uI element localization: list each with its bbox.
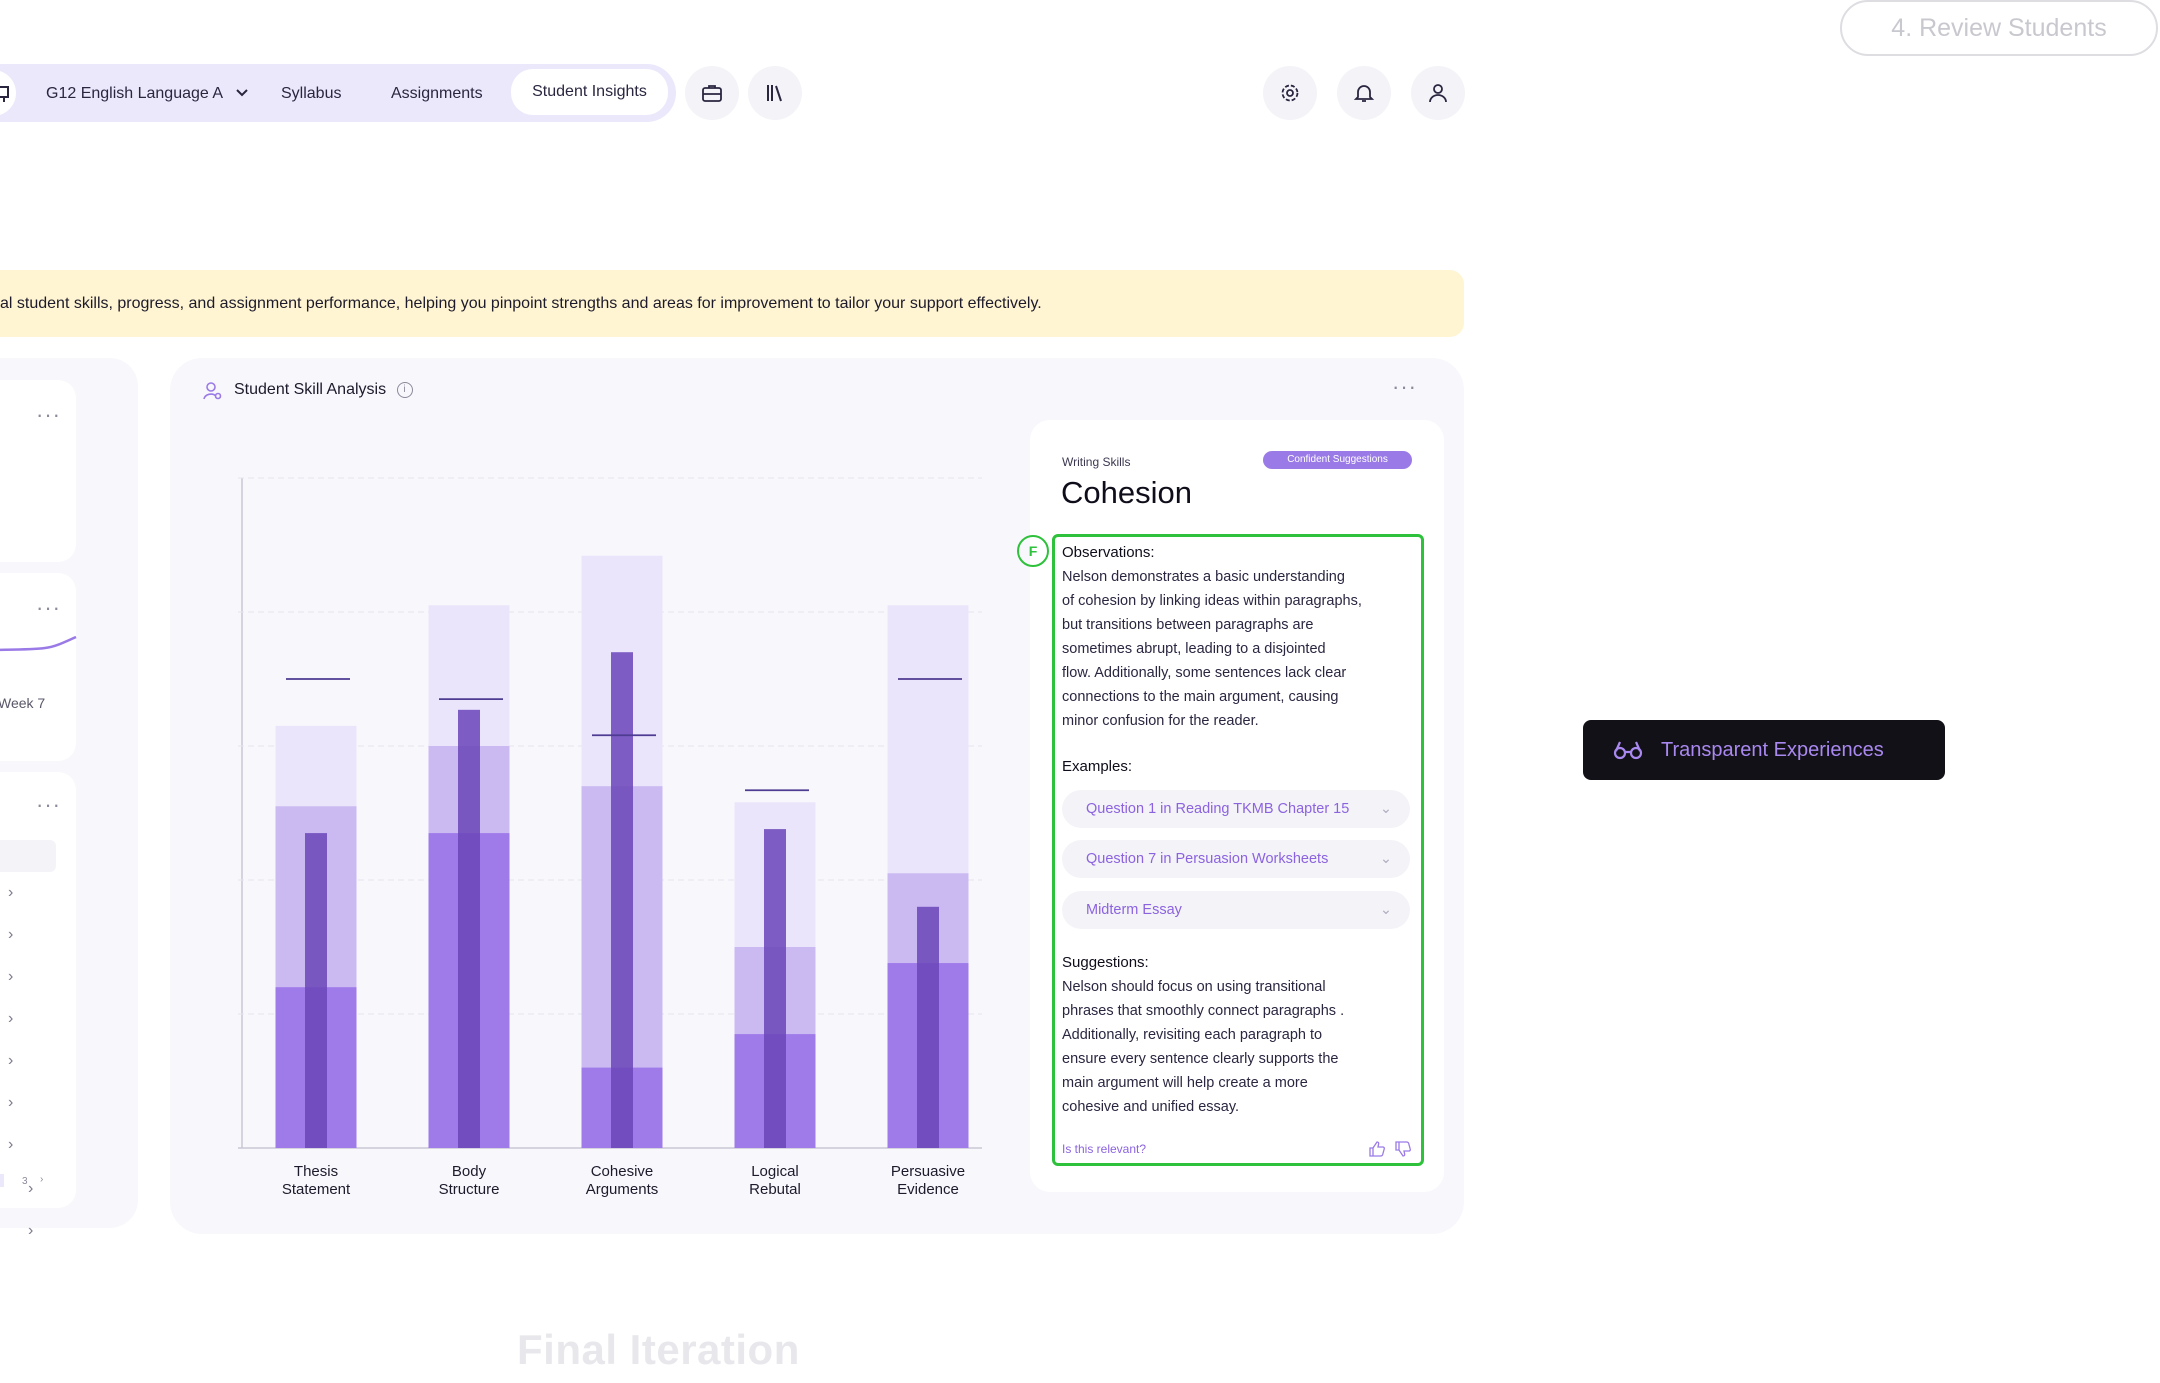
page-number[interactable]: 3 bbox=[22, 1176, 28, 1187]
chevron-right-icon[interactable]: › bbox=[8, 926, 14, 943]
chevron-right-icon[interactable]: › bbox=[8, 1010, 14, 1027]
observations-label: Observations: bbox=[1062, 544, 1155, 561]
chevron-down-icon: ⌄ bbox=[1379, 902, 1392, 918]
left-card-progress: ··· k 6 Week 7 bbox=[0, 573, 77, 761]
panel-title: Student Skill Analysis i bbox=[234, 381, 413, 399]
week-label: Week 7 bbox=[0, 695, 46, 711]
bar-score[interactable] bbox=[305, 833, 327, 1148]
suggestions-text: Nelson should focus on using transitiona… bbox=[1062, 979, 1345, 1115]
more-icon[interactable]: ··· bbox=[36, 402, 61, 427]
nav-home-button[interactable] bbox=[0, 70, 16, 116]
library-button[interactable] bbox=[748, 66, 802, 120]
section-heading: Final Iteration bbox=[517, 1326, 800, 1373]
course-selector[interactable]: G12 English Language A bbox=[46, 75, 249, 113]
bar-score[interactable] bbox=[611, 652, 633, 1148]
left-column: ··· ··· k 6 Week 7 ··· › › › › › › › 1 2… bbox=[0, 358, 138, 1239]
notifications-button[interactable] bbox=[1337, 66, 1391, 120]
panel-more-icon[interactable]: ··· bbox=[1392, 374, 1417, 399]
x-tick-label: Structure bbox=[439, 1181, 500, 1198]
profile-button[interactable] bbox=[1411, 66, 1465, 120]
bar-score[interactable] bbox=[917, 906, 939, 1148]
info-icon[interactable]: i bbox=[396, 381, 413, 398]
confidence-badge: Confident Suggestions bbox=[1263, 451, 1412, 469]
user-icon bbox=[1429, 84, 1447, 103]
chevron-down-icon bbox=[235, 75, 249, 113]
tab-student-insights[interactable]: Student Insights bbox=[511, 69, 668, 115]
suggestions-label: Suggestions: bbox=[1062, 954, 1149, 971]
chevron-down-icon: ⌄ bbox=[1379, 801, 1392, 817]
left-card-list: ··· › › › › › › › 1 2 3 › bbox=[0, 772, 76, 1208]
example-item-label: Question 1 in Reading TKMB Chapter 15 bbox=[1086, 801, 1350, 817]
example-item[interactable]: Question 7 in Persuasion Worksheets ⌄ bbox=[1062, 840, 1410, 878]
info-banner: al student skills, progress, and assignm… bbox=[0, 270, 1464, 337]
more-icon[interactable]: ··· bbox=[36, 792, 61, 817]
card-kicker: Writing Skills bbox=[1062, 455, 1131, 469]
transparent-experiences-tag: Transparent Experiences bbox=[1583, 720, 1945, 780]
chevron-right-icon[interactable]: › bbox=[8, 968, 14, 985]
x-tick-label: Statement bbox=[282, 1181, 351, 1198]
page-number-active[interactable]: 2 bbox=[0, 1174, 4, 1187]
course-selector-label: G12 English Language A bbox=[46, 85, 223, 103]
review-students-button[interactable]: 4. Review Students bbox=[1840, 0, 2158, 56]
examples-label: Examples: bbox=[1062, 758, 1133, 775]
chart-bars bbox=[275, 555, 969, 1148]
x-tick-label: Body bbox=[452, 1163, 487, 1180]
x-tick-label: Evidence bbox=[897, 1181, 959, 1198]
highlight-box bbox=[1052, 534, 1424, 1166]
monitor-icon bbox=[0, 86, 9, 102]
settings-button[interactable] bbox=[1263, 66, 1317, 120]
left-card-top: ··· bbox=[0, 380, 76, 562]
briefcase-icon bbox=[702, 85, 722, 102]
panel-title-text: Student Skill Analysis bbox=[234, 381, 387, 398]
chevron-right-icon[interactable]: › bbox=[8, 1094, 14, 1111]
tab-syllabus[interactable]: Syllabus bbox=[281, 85, 342, 102]
x-tick-label: Logical bbox=[751, 1163, 799, 1180]
relevance-prompt: Is this relevant? bbox=[1062, 1142, 1147, 1156]
card-title: Cohesion bbox=[1061, 475, 1192, 510]
glasses-icon bbox=[1613, 741, 1643, 760]
chevron-right-icon[interactable]: › bbox=[8, 1136, 14, 1153]
chevron-right-icon[interactable]: › bbox=[28, 1180, 34, 1197]
example-item[interactable]: Midterm Essay ⌄ bbox=[1062, 891, 1410, 929]
observations-text: Nelson demonstrates a basic understandin… bbox=[1062, 569, 1362, 729]
transparent-experiences-label: Transparent Experiences bbox=[1661, 738, 1884, 761]
highlight-marker: F bbox=[1017, 535, 1049, 567]
list-header bbox=[0, 840, 56, 872]
bar-score[interactable] bbox=[764, 829, 786, 1148]
library-icon bbox=[767, 85, 782, 102]
chevron-right-icon[interactable]: › bbox=[8, 884, 14, 901]
progress-line bbox=[0, 635, 77, 652]
briefcase-button[interactable] bbox=[685, 66, 739, 120]
chevron-right-icon[interactable]: › bbox=[28, 1222, 34, 1239]
user-search-icon bbox=[203, 382, 222, 400]
example-item[interactable]: Question 1 in Reading TKMB Chapter 15 ⌄ bbox=[1062, 790, 1410, 828]
more-icon[interactable]: ··· bbox=[36, 595, 61, 620]
x-tick-label: Persuasive bbox=[891, 1163, 965, 1180]
thumbs-down-icon[interactable] bbox=[1394, 1140, 1412, 1158]
chevron-right-icon[interactable]: › bbox=[8, 1052, 14, 1069]
chevron-down-icon: ⌄ bbox=[1379, 851, 1392, 867]
x-tick-label: Rebutal bbox=[749, 1181, 801, 1198]
bar-score[interactable] bbox=[458, 709, 480, 1148]
x-tick-label: Arguments bbox=[586, 1181, 659, 1198]
x-tick-label: Cohesive bbox=[591, 1163, 654, 1180]
gear-icon bbox=[1281, 84, 1299, 102]
tab-assignments[interactable]: Assignments bbox=[391, 85, 483, 102]
example-item-label: Midterm Essay bbox=[1086, 902, 1182, 918]
next-page-icon[interactable]: › bbox=[40, 1174, 44, 1185]
bell-icon bbox=[1353, 85, 1375, 102]
thumbs-up-icon[interactable] bbox=[1368, 1140, 1386, 1158]
example-item-label: Question 7 in Persuasion Worksheets bbox=[1086, 851, 1329, 867]
x-tick-label: Thesis bbox=[294, 1163, 338, 1180]
